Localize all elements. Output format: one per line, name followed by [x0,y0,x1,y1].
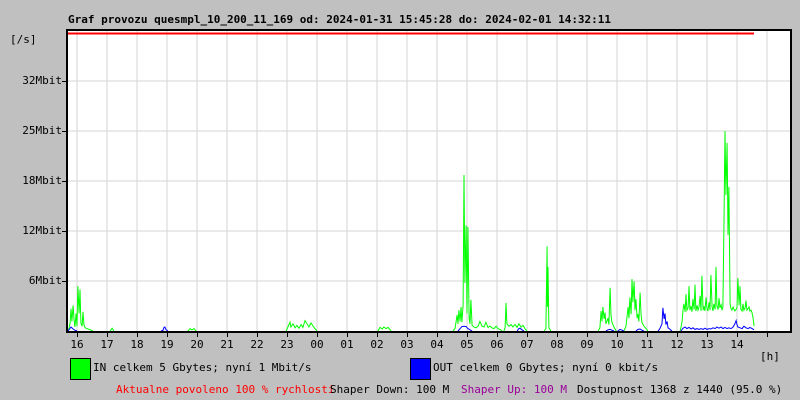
x-tick-label: 03 [400,338,414,351]
x-tick-mark [197,333,198,337]
x-tick-label: 04 [430,338,444,351]
y-tick-label: 18Mbit [22,174,62,187]
x-tick-label: 18 [130,338,144,351]
series-in-line [543,246,552,331]
y-tick-label: 12Mbit [22,224,62,237]
x-tick-label: 13 [700,338,714,351]
x-tick-label: 07 [520,338,534,351]
x-tick-label: 01 [340,338,354,351]
y-tick-label: 32Mbit [22,74,62,87]
x-tick-label: 10 [610,338,624,351]
shaper-up-text: Shaper Up: 100 M [461,383,567,396]
x-tick-label: 02 [370,338,384,351]
x-tick-mark [257,333,258,337]
series-out-line [68,326,78,331]
x-tick-label: 17 [100,338,114,351]
y-tick-mark [62,131,67,132]
x-axis-unit-label: [h] [760,350,780,363]
x-tick-mark [647,333,648,337]
y-tick-label: 25Mbit [22,124,62,137]
x-tick-label: 21 [220,338,234,351]
x-tick-mark [77,333,78,337]
x-tick-label: 11 [640,338,654,351]
x-tick-mark [467,333,468,337]
x-tick-label: 06 [490,338,504,351]
traffic-chart-svg [68,31,790,331]
y-tick-mark [62,231,67,232]
series-in-line [377,326,392,331]
series-out-line [635,328,645,331]
series-out-line [160,326,169,331]
series-in-line [285,319,318,331]
x-tick-label: 20 [190,338,204,351]
x-tick-label: 23 [280,338,294,351]
x-tick-mark [227,333,228,337]
page-title: Graf provozu quesmpl_10_200_11_169 od: 2… [68,13,612,26]
shaper-down-text: Shaper Down: 100 M [330,383,450,396]
x-tick-mark [557,333,558,337]
x-tick-label: 16 [70,338,84,351]
x-tick-mark [407,333,408,337]
x-tick-mark [317,333,318,337]
y-tick-mark [62,181,67,182]
series-out-line [617,328,625,331]
x-tick-label: 09 [580,338,594,351]
x-tick-mark [767,333,768,337]
series-out-line [680,318,755,331]
series-in-line [679,130,755,331]
y-tick-mark [62,281,67,282]
x-tick-label: 00 [310,338,324,351]
x-tick-mark [137,333,138,337]
x-tick-mark [677,333,678,337]
series-out-line [516,327,525,331]
series-in-line [623,278,649,331]
x-tick-label: 08 [550,338,564,351]
x-tick-label: 05 [460,338,474,351]
x-tick-mark [287,333,288,337]
series-in-line [452,174,503,331]
legend-out-color-swatch [410,358,431,380]
series-out-line [457,325,473,331]
x-tick-mark [107,333,108,337]
x-tick-mark [587,333,588,337]
y-tick-label: 6Mbit [28,274,62,287]
series-in-line [109,327,115,331]
y-axis-unit-label: [/s] [10,33,37,46]
series-in-line [68,286,94,331]
series-out-line [605,328,615,331]
legend-in-color-swatch [70,358,91,380]
x-tick-label: 12 [670,338,684,351]
x-tick-mark [377,333,378,337]
x-tick-label: 19 [160,338,174,351]
x-tick-mark [737,333,738,337]
x-tick-mark [347,333,348,337]
legend-in-label: IN celkem 5 Gbytes; nyní 1 Mbit/s [93,361,312,374]
x-tick-mark [707,333,708,337]
x-tick-label: 14 [730,338,744,351]
x-tick-mark [617,333,618,337]
x-tick-mark [167,333,168,337]
y-tick-mark [62,81,67,82]
availability-text: Dostupnost 1368 z 1440 (95.0 %) [577,383,783,396]
x-tick-mark [497,333,498,337]
plot-area [66,29,792,333]
series-in-line [187,327,197,331]
series-in-line [597,287,617,331]
x-tick-mark [527,333,528,337]
series-out-line [657,307,673,331]
allowed-speed-text: Aktualne povoleno 100 % rychlosti [116,383,335,396]
legend-out-label: OUT celkem 0 Gbytes; nyní 0 kbit/s [433,361,659,374]
x-tick-mark [437,333,438,337]
x-tick-label: 22 [250,338,264,351]
series-in-line [503,302,528,331]
